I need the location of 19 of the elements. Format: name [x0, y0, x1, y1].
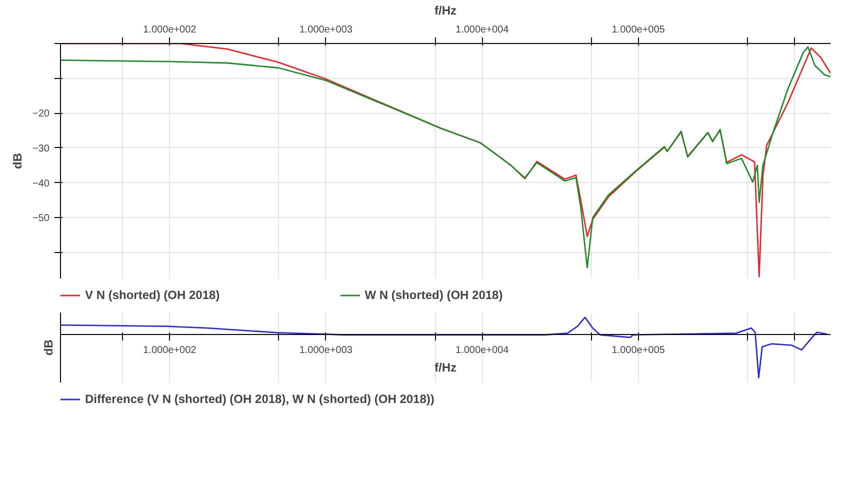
legend-label: W N (shorted) (OH 2018) [364, 288, 503, 302]
x-tick-label: 1.000e+004 [456, 24, 510, 36]
x-tick-label: 1.000e+002 [143, 344, 197, 356]
x-tick-label: 1.000e+003 [299, 344, 353, 356]
y-axis-title: dB [42, 339, 56, 356]
x-tick-label: 1.000e+005 [612, 344, 666, 356]
y-tick-label: −50 [32, 213, 50, 224]
legend-label: V N (shorted) (OH 2018) [85, 288, 220, 302]
x-tick-label: 1.000e+003 [299, 24, 353, 36]
y-tick-label: −40 [32, 178, 50, 190]
x-tick-label: 1.000e+005 [612, 24, 666, 36]
legend-label: Difference (V N (shorted) (OH 2018), W N (shorted) (OH 2018)) [85, 392, 434, 406]
y-tick-label: −20 [32, 108, 50, 120]
x-tick-label: 1.000e+004 [456, 344, 510, 356]
x-axis-title: f/Hz [434, 4, 456, 18]
x-tick-label: 1.000e+002 [143, 24, 197, 36]
y-axis-title: dB [10, 152, 25, 169]
x-axis-title: f/Hz [434, 360, 456, 374]
y-tick-label: −30 [32, 143, 50, 154]
